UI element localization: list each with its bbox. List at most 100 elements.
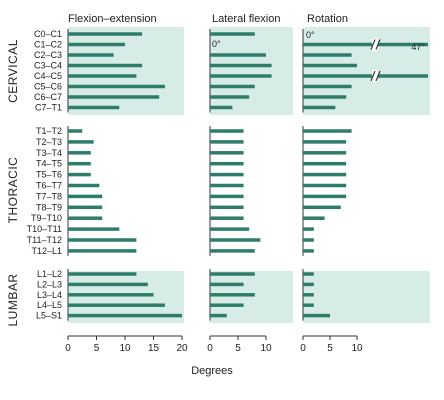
segment-label: L4–L5 <box>37 300 62 310</box>
shading-layer <box>68 27 430 323</box>
segment-label: T9–T10 <box>31 213 62 223</box>
segment-label: C2–C3 <box>34 50 62 60</box>
x-tick-label-lateral: 0 <box>207 343 213 354</box>
bar-flexion-c3c4 <box>68 63 143 68</box>
bar-flexion-l3l4 <box>68 293 154 297</box>
x-axis-label: Degrees <box>191 365 233 377</box>
bar-lateral-t11t12 <box>210 238 261 242</box>
bar-rotation-c2c3 <box>303 53 352 57</box>
region-label-thoracic: THORACIC <box>6 157 20 224</box>
bar-lateral-c4c5 <box>210 74 272 78</box>
bar-rotation-l3l4 <box>303 293 314 297</box>
segment-label: T2–T3 <box>36 137 62 147</box>
bar-rotation-t9t10 <box>303 216 325 220</box>
segment-label: C0–C1 <box>34 29 62 39</box>
x-tick-label-lateral: 5 <box>235 343 241 354</box>
bar-rotation-t12l1 <box>303 249 314 253</box>
x-tick-label-flexion: 15 <box>148 343 160 354</box>
segment-label: T6–T7 <box>36 181 62 191</box>
bar-lateral-t7t8 <box>210 194 244 199</box>
bars-layer <box>68 32 428 318</box>
bar-flexion-t9t10 <box>68 216 103 220</box>
bar-flexion-c6c7 <box>68 95 160 99</box>
bar-flexion-c4c5 <box>68 74 137 78</box>
bar-rotation-t5t6 <box>303 172 347 177</box>
bar-rotation-c6c7 <box>303 95 347 99</box>
bar-rotation-t2t3 <box>303 140 347 144</box>
bar-flexion-c7t1 <box>68 105 120 110</box>
panel-title-rotation: Rotation <box>307 13 348 25</box>
bar-flexion-t10t11 <box>68 227 120 231</box>
segment-label: C5–C6 <box>34 82 62 92</box>
bar-rotation-t10t11 <box>303 227 314 231</box>
bar-rotation-t3t4 <box>303 151 347 155</box>
segment-label: T10–T11 <box>27 224 62 234</box>
axis-break-gap <box>372 70 378 82</box>
bar-rotation-l1l2 <box>303 272 314 276</box>
segment-label: C1–C2 <box>34 40 62 50</box>
annotation-rotation: 0° <box>306 30 315 40</box>
bar-lateral-l1l2 <box>210 272 255 276</box>
bar-rotation-c5c6 <box>303 84 352 89</box>
bar-rotation-c4c5 <box>303 74 428 78</box>
segment-label: T3–T4 <box>36 148 62 158</box>
segment-label: L5–S1 <box>36 311 62 321</box>
axis-break-mark <box>370 70 376 82</box>
bar-flexion-c5c6 <box>68 84 165 89</box>
segment-label: L2–L3 <box>37 279 62 289</box>
x-tick-label-rotation: 10 <box>351 343 363 354</box>
bar-rotation-c3c4 <box>303 63 357 68</box>
bar-flexion-t4t5 <box>68 161 91 166</box>
bar-rotation-t7t8 <box>303 194 347 199</box>
segment-label: T12–L1 <box>31 246 62 256</box>
labels-layer: Flexion–extension Lateral flexion Rotation… <box>6 13 425 354</box>
segment-label: C7–T1 <box>35 103 62 113</box>
bar-lateral-c5c6 <box>210 84 255 89</box>
bar-rotation-l5s1 <box>303 313 330 318</box>
bar-lateral-t12l1 <box>210 249 255 253</box>
bar-flexion-c0c1 <box>68 32 143 36</box>
bar-flexion-t7t8 <box>68 194 103 199</box>
bar-rotation-t1t2 <box>303 129 352 133</box>
bar-rotation-t6t7 <box>303 183 347 188</box>
bar-rotation-t8t9 <box>303 205 341 210</box>
bar-lateral-l3l4 <box>210 293 255 297</box>
shade-cervical-rotation <box>303 27 430 115</box>
bar-rotation-l4l5 <box>303 303 314 307</box>
segment-label: L3–L4 <box>37 290 62 300</box>
region-label-lumbar: LUMBAR <box>6 273 20 326</box>
segment-label: T5–T6 <box>36 170 62 180</box>
bar-rotation-t4t5 <box>303 161 347 166</box>
segment-label: T7–T8 <box>36 191 62 201</box>
axis-break-mark <box>375 70 381 82</box>
bar-flexion-t12l1 <box>68 249 137 253</box>
bar-lateral-c2c3 <box>210 53 266 57</box>
segment-label: T4–T5 <box>36 159 62 169</box>
bar-rotation-t11t12 <box>303 238 314 242</box>
panel-title-flexion: Flexion–extension <box>68 13 157 25</box>
bar-lateral-t8t9 <box>210 205 244 210</box>
bar-flexion-l5s1 <box>68 313 182 318</box>
shade-cervical-lateral <box>210 27 293 115</box>
bar-lateral-t2t3 <box>210 140 244 144</box>
bar-flexion-t2t3 <box>68 140 94 144</box>
segment-label: T11–T12 <box>27 235 62 245</box>
bar-lateral-t5t6 <box>210 172 244 177</box>
x-tick-label-flexion: 20 <box>176 343 188 354</box>
bar-flexion-t3t4 <box>68 151 91 155</box>
bar-flexion-l1l2 <box>68 272 137 276</box>
annotation-lateral: 0° <box>212 39 221 49</box>
bar-lateral-t3t4 <box>210 151 244 155</box>
x-tick-label-flexion: 5 <box>94 343 100 354</box>
bar-lateral-c6c7 <box>210 95 250 99</box>
bar-lateral-c7t1 <box>210 105 233 110</box>
region-label-cervical: CERVICAL <box>6 39 20 103</box>
bar-lateral-l4l5 <box>210 303 244 307</box>
bar-rotation-l2l3 <box>303 282 314 287</box>
bar-flexion-t5t6 <box>68 172 91 177</box>
bar-lateral-l2l3 <box>210 282 244 287</box>
bar-flexion-l4l5 <box>68 303 165 307</box>
segment-label: C6–C7 <box>34 92 62 102</box>
bar-lateral-t1t2 <box>210 129 244 133</box>
